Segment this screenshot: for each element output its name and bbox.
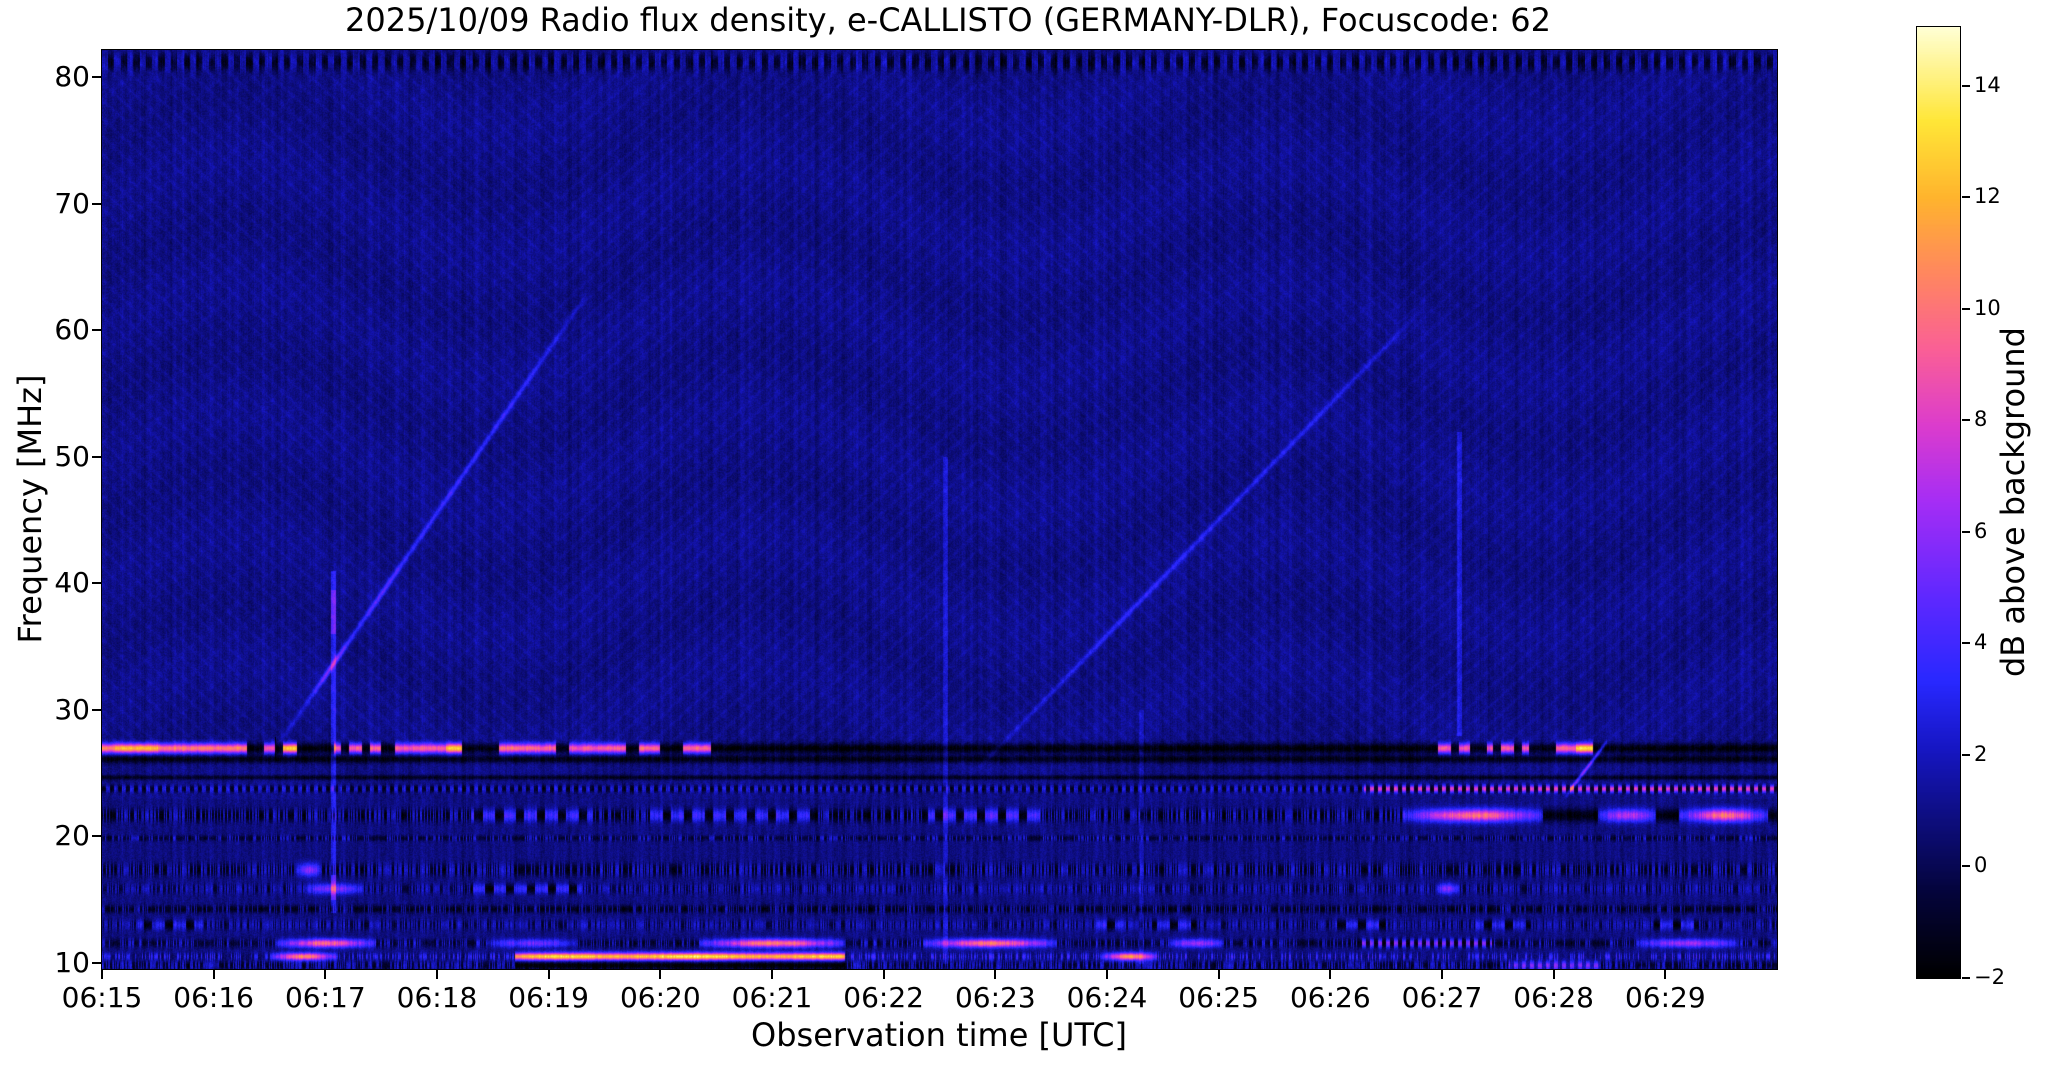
y-tick-label: 20 (54, 819, 90, 853)
x-tick-label: 06:24 (1066, 981, 1148, 1014)
x-tick-label: 06:26 (1289, 981, 1371, 1014)
colorbar-tick-mark (1962, 530, 1970, 533)
plot-area (101, 49, 1778, 970)
x-tick-label: 06:23 (954, 981, 1036, 1014)
y-tick-mark (92, 202, 101, 205)
y-tick-mark (92, 962, 101, 965)
x-tick-mark (212, 970, 215, 979)
y-tick-mark (92, 75, 101, 78)
x-tick-mark (771, 970, 773, 979)
colorbar-tick-label: 10 (1974, 295, 2001, 320)
x-tick-label: 06:15 (61, 981, 143, 1014)
colorbar-label: dB above background (1994, 327, 2032, 677)
colorbar-tick-mark (1962, 307, 1970, 310)
x-tick-mark (882, 970, 885, 979)
colorbar-tick-mark (1962, 196, 1970, 199)
y-tick-mark (92, 708, 101, 711)
spectrogram-canvas (102, 50, 1777, 969)
x-tick-mark (436, 970, 438, 979)
x-tick-mark (994, 970, 997, 979)
y-tick-label: 70 (54, 186, 90, 220)
y-tick-label: 10 (54, 946, 90, 980)
x-tick-label: 06:19 (508, 981, 590, 1014)
colorbar-tick-label: 2 (1974, 741, 1988, 766)
y-tick-mark (92, 835, 101, 838)
y-axis-label: Frequency [MHz] (11, 374, 49, 644)
x-tick-mark (1217, 970, 1220, 979)
x-tick-mark (1106, 970, 1108, 979)
y-tick-label: 60 (54, 313, 90, 347)
y-tick-mark (92, 329, 101, 332)
colorbar-tick-mark (1962, 419, 1970, 422)
colorbar-tick-label: −2 (1974, 965, 2005, 989)
y-tick-label: 30 (54, 692, 90, 726)
x-tick-mark (324, 970, 327, 979)
x-tick-label: 06:17 (284, 981, 366, 1014)
colorbar-tick-label: 12 (1974, 184, 2001, 209)
x-tick-label: 06:21 (731, 981, 813, 1014)
colorbar-tick-mark (1962, 977, 1970, 979)
y-tick-mark (92, 455, 101, 458)
x-tick-label: 06:18 (396, 981, 478, 1014)
x-tick-label: 06:16 (173, 981, 255, 1014)
x-tick-label: 06:28 (1513, 981, 1595, 1014)
x-tick-mark (101, 970, 103, 979)
x-tick-label: 06:20 (619, 981, 701, 1014)
colorbar-canvas (1917, 27, 1960, 978)
x-axis-label: Observation time [UTC] (751, 1016, 1127, 1054)
y-tick-label: 50 (54, 439, 90, 473)
colorbar-tick-mark (1962, 865, 1970, 868)
plot-title: 2025/10/09 Radio flux density, e-CALLIST… (345, 1, 1551, 39)
colorbar-tick-mark (1962, 642, 1970, 645)
x-tick-label: 06:25 (1178, 981, 1260, 1014)
y-tick-label: 80 (54, 59, 90, 93)
y-tick-mark (92, 582, 101, 585)
colorbar-tick-mark (1962, 753, 1970, 756)
x-tick-mark (547, 970, 550, 979)
colorbar-tick-label: 4 (1974, 630, 1988, 655)
colorbar-tick-mark (1962, 84, 1970, 87)
colorbar-tick-label: 6 (1974, 518, 1988, 543)
y-tick-label: 40 (54, 566, 90, 600)
colorbar (1916, 26, 1961, 979)
x-tick-mark (1441, 970, 1443, 979)
x-tick-label: 06:29 (1624, 981, 1706, 1014)
colorbar-tick-label: 0 (1974, 853, 1988, 878)
x-tick-label: 06:27 (1401, 981, 1483, 1014)
colorbar-tick-label: 14 (1974, 72, 2001, 97)
x-tick-mark (659, 970, 662, 979)
x-tick-label: 06:22 (843, 981, 925, 1014)
colorbar-tick-label: 8 (1974, 407, 1988, 432)
x-tick-mark (1664, 970, 1667, 979)
x-tick-mark (1552, 970, 1555, 979)
x-tick-mark (1329, 970, 1332, 979)
